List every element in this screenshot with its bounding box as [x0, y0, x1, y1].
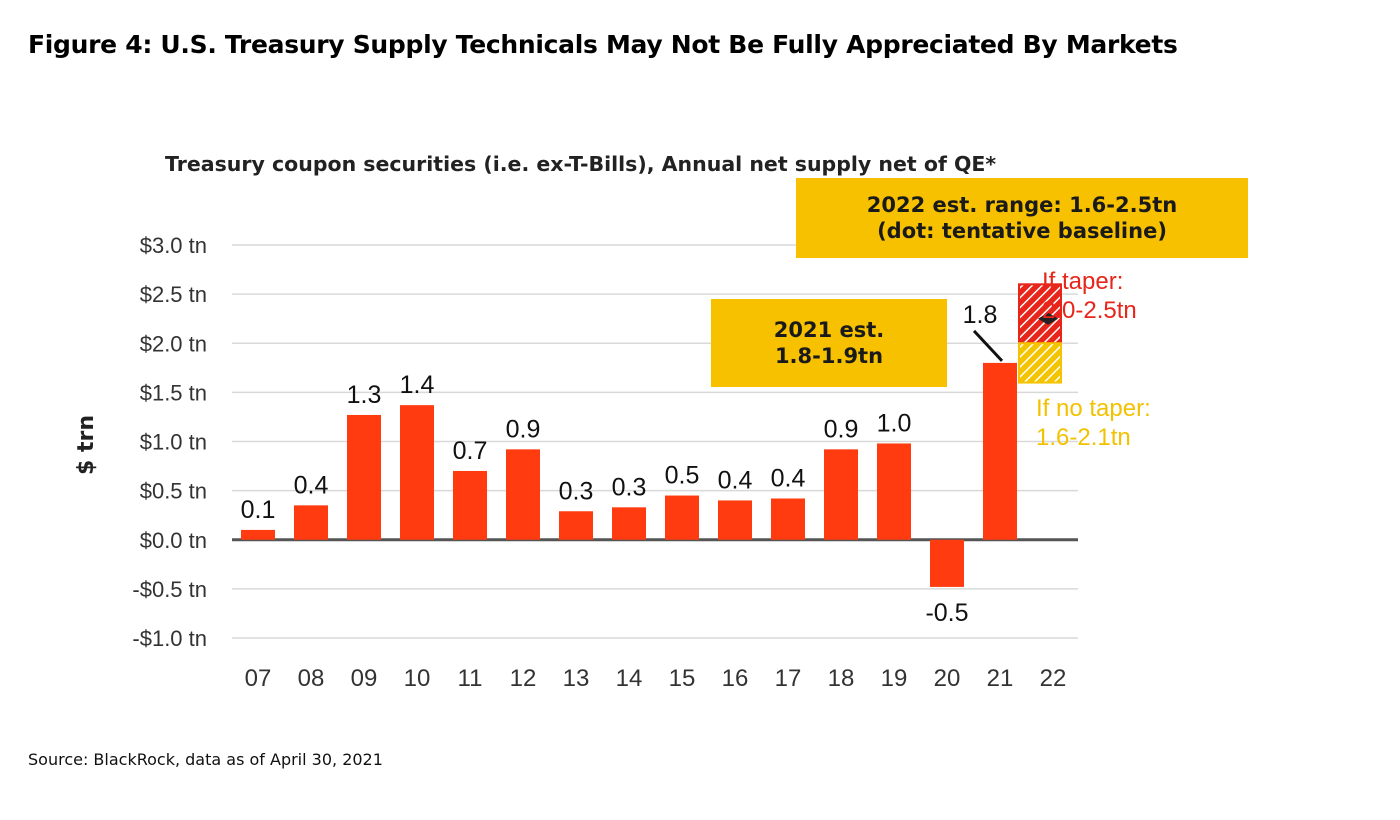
- callout-2021-line1: 2021 est.: [773, 317, 885, 342]
- bar: [930, 539, 964, 587]
- data-label: 0.5: [665, 462, 700, 490]
- data-label: 0.9: [824, 415, 859, 443]
- x-tick-label: 15: [669, 665, 696, 692]
- x-tick-label: 09: [351, 665, 378, 692]
- data-label: 0.4: [718, 466, 753, 494]
- if-taper-line1: If taper:: [1042, 268, 1124, 295]
- leader-line: [972, 329, 1004, 362]
- bar: [241, 529, 275, 540]
- y-tick-label: $0.0 tn: [140, 528, 207, 553]
- x-tick-label: 22: [1040, 665, 1067, 692]
- if-no-taper-line2: 1.6-2.1tn: [1036, 423, 1131, 451]
- callout-2021-estimate: 2021 est. 1.8-1.9tn: [711, 299, 947, 387]
- data-label: 0.4: [771, 464, 806, 492]
- x-tick-label: 14: [616, 665, 643, 692]
- callout-2022-line2: (dot: tentative baseline): [877, 219, 1167, 243]
- x-tick-label: 18: [828, 665, 855, 692]
- x-tick-label: 08: [298, 665, 325, 692]
- if-no-taper-line1: If no taper:: [1036, 395, 1151, 422]
- x-tick-label: 13: [563, 665, 590, 692]
- data-label: 0.4: [294, 471, 329, 499]
- estimate-2022: [1018, 283, 1062, 384]
- x-tick-label: 10: [404, 665, 431, 692]
- data-label: 0.3: [612, 473, 647, 501]
- data-label: 0.9: [506, 415, 541, 443]
- y-tick-label: $1.0 tn: [140, 430, 207, 455]
- bar: [506, 449, 540, 540]
- if-taper-line2: 2.0-2.5tn: [1042, 296, 1137, 324]
- bar: [718, 500, 752, 540]
- bar: [453, 470, 487, 540]
- callout-2022-line1: 2022 est. range: 1.6-2.5tn: [866, 192, 1178, 217]
- y-axis-ticks: $3.0 tn $2.5 tn $2.0 tn $1.5 tn $1.0 tn $0.5 …: [132, 233, 207, 651]
- y-tick-label: $2.0 tn: [140, 331, 207, 356]
- figure-title: Figure 4: U.S. Treasury Supply Technical…: [28, 30, 1178, 59]
- y-axis-label: $ trn: [74, 415, 99, 475]
- bar: [294, 505, 328, 540]
- data-label: 1.8: [963, 301, 998, 329]
- source-note: Source: BlackRock, data as of April 30, …: [28, 750, 383, 769]
- bar: [347, 414, 381, 540]
- x-tick-label: 17: [775, 665, 802, 692]
- x-tick-label: 19: [881, 665, 908, 692]
- y-tick-label: $1.5 tn: [140, 380, 207, 405]
- x-tick-label: 07: [245, 665, 272, 692]
- y-tick-label: -$0.5 tn: [132, 577, 207, 602]
- bar: [612, 507, 646, 540]
- bar: [983, 362, 1017, 540]
- annotation-if-no-taper: If no taper: 1.6-2.1tn: [1036, 395, 1151, 453]
- data-label: -0.5: [925, 599, 968, 627]
- data-label: 1.3: [347, 381, 382, 409]
- x-tick-label: 16: [722, 665, 749, 692]
- y-tick-label: -$1.0 tn: [132, 626, 207, 651]
- bar: [400, 405, 434, 540]
- data-label: 1.0: [877, 409, 912, 437]
- no-taper-range-box: [1018, 342, 1062, 384]
- data-label: 0.1: [241, 496, 276, 524]
- bars: [241, 362, 1017, 587]
- x-tick-label: 12: [510, 665, 537, 692]
- x-axis-ticks: 07 08 09 10 11 12 13 14 15 16 17 18 19 20 21 22: [245, 665, 1067, 692]
- chart-title: Treasury coupon securities (i.e. ex-T-Bi…: [165, 152, 996, 176]
- bar: [771, 498, 805, 540]
- y-tick-label: $3.0 tn: [140, 233, 207, 258]
- y-tick-label: $0.5 tn: [140, 479, 207, 504]
- data-labels: 0.1 0.4 1.3 1.4 0.7 0.9 0.3 0.3 0.5 0.4 0.4 0.9 1.0 -…: [241, 301, 1004, 627]
- bar: [559, 511, 593, 540]
- bar: [877, 443, 911, 540]
- y-tick-label: $2.5 tn: [140, 282, 207, 307]
- bar: [665, 495, 699, 540]
- baseline-dot: [1038, 312, 1058, 325]
- annotation-if-taper: If taper: 2.0-2.5tn: [1042, 268, 1137, 326]
- x-tick-label: 11: [458, 665, 483, 692]
- data-label: 0.3: [559, 477, 594, 505]
- callout-2021-line2: 1.8-1.9tn: [774, 344, 884, 368]
- x-tick-label: 20: [934, 665, 961, 692]
- data-label: 0.7: [453, 437, 488, 465]
- x-tick-label: 21: [987, 665, 1014, 692]
- callout-2022-estimate: 2022 est. range: 1.6-2.5tn (dot: tentati…: [796, 178, 1248, 258]
- bar: [824, 449, 858, 540]
- data-label: 1.4: [400, 371, 435, 399]
